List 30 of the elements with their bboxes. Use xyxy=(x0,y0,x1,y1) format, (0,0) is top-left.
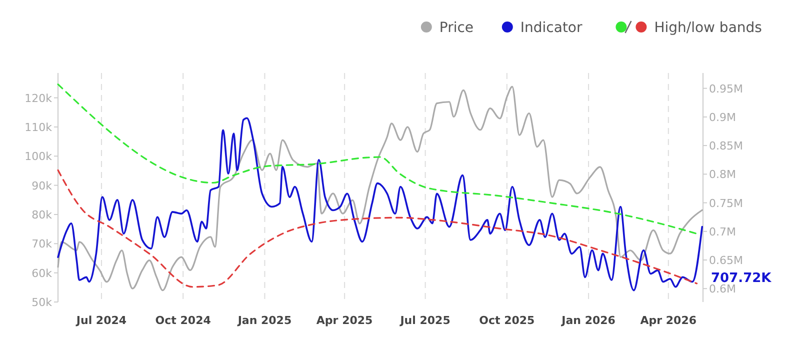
x-tick-label: Apr 2026 xyxy=(640,314,697,327)
y2-tick-label: 0.85M xyxy=(709,140,743,153)
y2-tick-label: 0.9M xyxy=(709,110,736,124)
x-tick-label: Jan 2025 xyxy=(236,314,292,327)
x-tick-label: Jul 2024 xyxy=(75,314,127,327)
legend-label: Indicator xyxy=(520,20,583,36)
x-tick-label: Oct 2025 xyxy=(479,314,535,327)
x-tick-label: Jul 2025 xyxy=(399,314,450,327)
x-tick-label: Jan 2026 xyxy=(560,314,616,327)
y-tick-label: 50k xyxy=(32,296,53,309)
y-tick-label: 70k xyxy=(32,238,53,251)
y2-tick-label: 0.7M xyxy=(709,225,736,238)
y2-tick-label: 0.75M xyxy=(709,196,743,210)
y-tick-label: 90k xyxy=(32,179,53,192)
y-tick-label: 100k xyxy=(24,150,53,164)
x-tick-label: Oct 2024 xyxy=(155,314,212,327)
y-tick-label: 80k xyxy=(32,208,53,222)
legend-label: High/low bands xyxy=(654,20,762,36)
line-series xyxy=(57,84,698,234)
y-tick-label: 120k xyxy=(24,92,53,105)
line-series xyxy=(57,86,703,292)
y2-tick-label: 0.8M xyxy=(709,168,736,182)
x-tick-label: Apr 2025 xyxy=(316,314,373,327)
legend-label: Price xyxy=(439,20,474,36)
y-tick-label: 60k xyxy=(32,266,53,280)
y-tick-label: 110k xyxy=(24,120,53,134)
y2-tick-label: 0.65M xyxy=(709,254,743,267)
line-series xyxy=(57,117,704,292)
y2-tick-label: 0.95M xyxy=(709,82,743,96)
line-series xyxy=(57,169,698,288)
